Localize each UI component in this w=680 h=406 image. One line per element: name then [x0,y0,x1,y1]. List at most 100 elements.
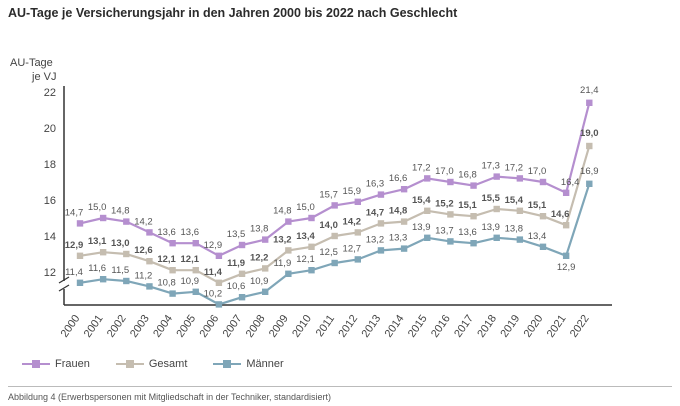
data-label: 15,2 [435,198,454,209]
data-point [192,288,199,295]
data-label: 12,5 [319,247,338,258]
data-label: 10,9 [250,276,269,287]
data-point [470,213,477,220]
data-label: 11,4 [204,267,223,278]
data-point [123,218,130,225]
data-label: 13,6 [181,227,200,238]
data-label: 16,3 [366,179,385,190]
data-point [586,180,593,187]
data-point [562,222,570,229]
data-label: 21,4 [580,85,599,96]
data-label: 17,0 [435,166,454,177]
data-point [470,240,477,247]
data-point [447,211,454,218]
x-tick-label: 2011 [314,313,337,339]
data-point [262,288,269,295]
data-label: 11,9 [227,258,245,269]
data-label: 17,3 [481,161,500,172]
data-label: 15,1 [528,200,547,211]
data-point [238,270,246,277]
data-point [470,182,477,189]
data-point [331,232,338,240]
data-label: 12,2 [250,252,269,263]
data-label: 10,2 [204,288,223,299]
data-point [354,256,361,263]
data-label: 11,6 [88,263,106,274]
data-label: 14,2 [134,216,153,227]
legend-item-frauen: Frauen [22,358,90,370]
data-label: 14,8 [389,206,408,217]
data-label: 10,6 [227,281,246,292]
data-point [262,236,269,243]
x-tick-label: 2014 [383,313,407,340]
data-label: 12,7 [343,243,362,254]
data-label: 16,6 [389,173,408,184]
data-label: 12,9 [204,240,223,251]
x-tick-label: 2017 [452,313,476,340]
data-point [76,252,84,259]
data-point [169,267,176,274]
data-label: 13,7 [435,225,454,236]
data-label: 15,9 [343,186,362,197]
data-point [377,191,385,198]
data-label: 10,9 [181,276,200,287]
figure-caption: Abbildung 4 (Erwerbspersonen mit Mitglie… [8,392,331,402]
y-axis-label-line1: AU-Tage [10,57,53,69]
x-tick-label: 2005 [174,313,198,340]
data-point [424,175,431,182]
x-tick-label: 2012 [336,313,360,340]
data-point [238,241,246,249]
data-label: 15,5 [481,193,500,204]
x-tick-label: 2018 [475,313,499,340]
data-point [516,207,524,214]
data-label: 13,4 [528,231,547,242]
data-label: 15,4 [412,195,431,206]
data-label: 11,4 [65,267,83,278]
data-label: 10,8 [157,278,176,289]
data-label: 15,4 [505,195,524,206]
data-label: 13,4 [296,231,315,242]
x-tick-label: 2001 [82,313,106,340]
data-label: 16,9 [580,166,599,177]
data-point [586,142,593,150]
x-tick-label: 2008 [244,313,268,340]
data-point [169,290,176,297]
data-point [424,234,431,241]
x-tick-label: 2002 [105,313,129,340]
legend-marker-frauen [22,359,50,369]
data-point [123,250,130,258]
data-label: 17,0 [528,166,547,177]
data-point [354,229,361,236]
data-label: 13,2 [366,234,385,245]
data-point [215,252,223,259]
y-tick-label: 22 [44,87,56,99]
data-point [354,198,361,205]
chart-legend: Frauen Gesamt Männer [22,358,284,370]
data-point [99,276,107,283]
legend-label-gesamt: Gesamt [148,358,188,370]
data-point [331,202,338,209]
data-point [308,214,315,222]
y-tick-label: 14 [44,231,56,243]
data-point [331,259,338,267]
data-point [516,236,524,243]
legend-marker-gesamt [115,359,144,369]
chart-title: AU-Tage je Versicherungsjahr in den Jahr… [8,6,458,20]
caption-divider [8,386,672,387]
data-point [400,218,408,225]
data-label: 19,0 [580,128,599,139]
data-point [562,189,570,196]
data-point [146,229,153,236]
data-point [400,186,408,193]
x-tick-label: 2015 [406,313,430,340]
data-label: 14,2 [343,216,362,227]
data-point [493,234,500,241]
data-point [215,301,223,308]
legend-item-maenner: Männer [213,358,284,370]
data-point [400,245,408,252]
data-label: 14,7 [366,207,385,218]
x-tick-label: 2004 [151,313,175,340]
data-point [586,99,593,106]
data-point [169,240,176,247]
